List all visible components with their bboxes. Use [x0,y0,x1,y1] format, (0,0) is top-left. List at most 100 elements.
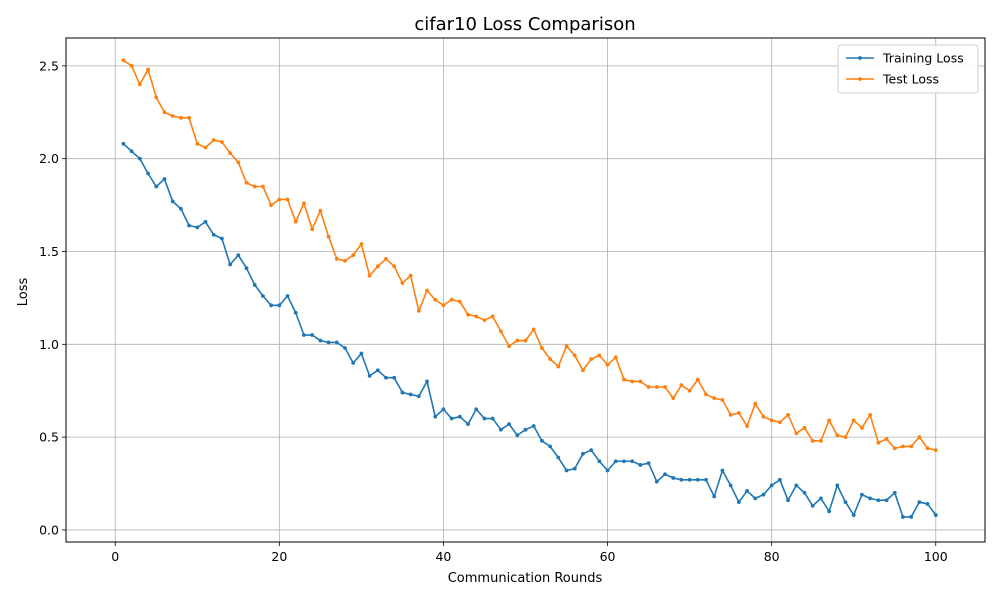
data-point [917,435,922,440]
data-point [794,431,799,436]
data-point [121,58,126,63]
data-point [269,303,274,308]
data-point [769,418,774,423]
data-point [318,208,323,213]
data-point [392,375,397,380]
data-point [769,483,774,488]
data-point [523,427,528,432]
data-point [753,401,758,406]
data-point [416,308,421,313]
data-point [835,483,840,488]
data-point [244,180,249,185]
data-point [827,509,831,514]
data-point [786,498,790,503]
data-point [359,351,364,356]
data-point [146,67,150,72]
x-tick-label: 40 [435,549,451,564]
data-point [679,383,684,388]
data-point [540,438,544,443]
data-point [408,392,413,397]
data-point [548,444,553,449]
data-point [326,234,331,239]
data-point [261,184,265,189]
data-point [597,459,602,464]
data-point [728,483,733,488]
data-point [646,461,651,466]
data-point [375,264,380,269]
data-point [277,303,282,308]
data-point [466,312,470,317]
data-point [777,477,782,482]
data-point [589,448,594,453]
data-point [170,114,175,118]
data-point [359,242,364,246]
data-point [433,414,438,419]
data-point [925,502,930,506]
data-point [613,459,618,464]
data-point [203,145,208,150]
data-point [892,446,897,451]
x-tick-label: 80 [764,549,780,564]
data-point [269,203,274,207]
data-point [351,360,356,365]
data-point [293,310,298,315]
data-point [129,149,134,154]
data-point [441,303,446,308]
data-point [679,477,684,482]
data-point [302,201,306,206]
data-point [597,353,602,358]
data-point [564,344,569,349]
grid [66,38,985,542]
data-point [293,219,298,224]
data-point [318,338,323,343]
legend-item: Training Loss [846,51,964,66]
legend-item: Test Loss [846,72,939,87]
data-point [860,425,864,430]
data-point [137,82,142,87]
data-point [745,489,749,493]
data-point [925,446,930,451]
data-point [663,472,667,477]
data-point [515,338,520,343]
data-point [712,494,717,499]
data-point [736,500,741,504]
data-point [466,422,470,427]
data-point [121,141,126,146]
data-point [162,177,167,181]
x-axis-label: Communication Rounds [448,571,603,586]
y-tick-label: 2.5 [39,58,59,73]
data-point [252,184,257,189]
data-point [531,424,536,428]
data-point [334,340,339,345]
data-point [622,459,626,464]
data-point [285,197,290,202]
data-point [187,223,191,228]
data-point [572,353,577,358]
data-point [228,262,233,267]
data-point [745,424,749,428]
data-point [564,468,569,473]
data-point [818,496,823,501]
data-point [720,398,725,402]
data-point [195,225,200,230]
data-point [663,385,667,389]
data-point [211,138,216,142]
legend-label: Test Loss [882,72,939,87]
data-point [860,492,864,497]
data-point [441,407,446,412]
legend-marker [858,77,862,81]
data-point [244,266,249,271]
data-point [178,115,183,120]
x-tick-label: 0 [111,549,119,564]
data-point [211,232,216,237]
data-point [851,513,856,517]
data-point [490,314,495,319]
x-tick-label: 100 [924,549,948,564]
data-point [605,468,610,473]
data-point [178,206,183,211]
data-point [228,151,233,155]
data-point [220,236,224,241]
data-point [129,63,134,68]
data-point [810,503,815,508]
